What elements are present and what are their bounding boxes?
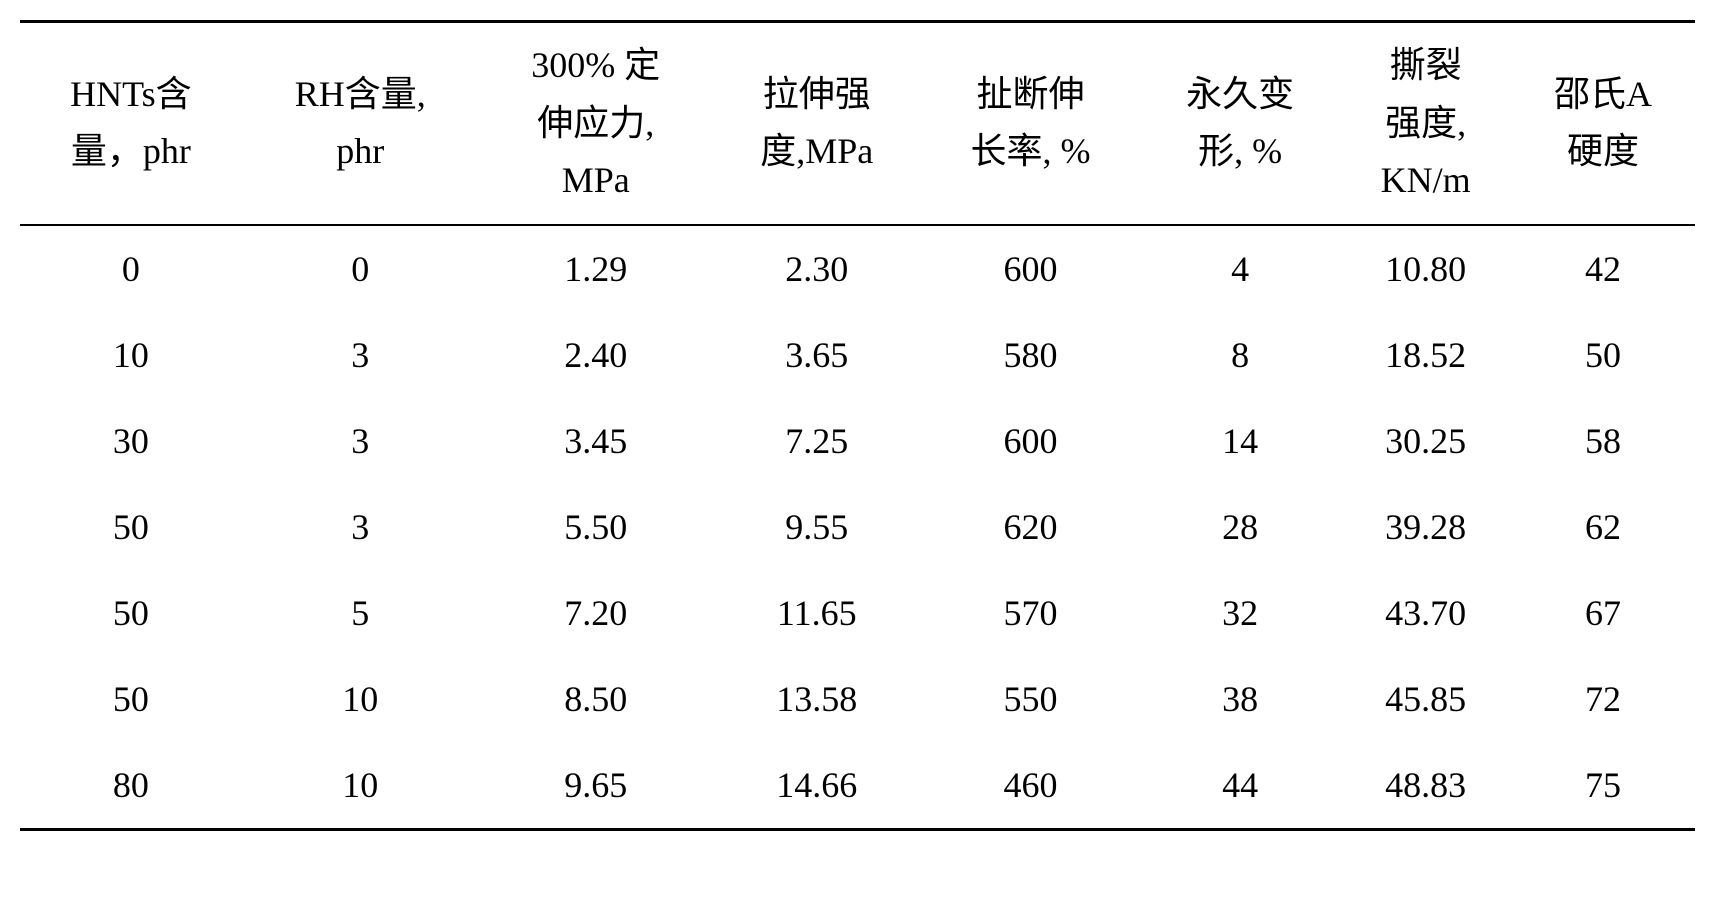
table-cell: 460 [921, 742, 1140, 830]
table-row: 10 3 2.40 3.65 580 8 18.52 50 [20, 312, 1695, 398]
column-header: 300% 定伸应力,MPa [479, 22, 713, 225]
table-cell: 5.50 [479, 484, 713, 570]
table-row: 50 10 8.50 13.58 550 38 45.85 72 [20, 656, 1695, 742]
table-cell: 5 [242, 570, 479, 656]
column-header: 拉伸强度,MPa [713, 22, 921, 225]
table-cell: 42 [1511, 225, 1695, 312]
column-header: 永久变形, % [1140, 22, 1340, 225]
table-cell: 10.80 [1340, 225, 1511, 312]
table-cell: 50 [20, 656, 242, 742]
table-body: 0 0 1.29 2.30 600 4 10.80 42 10 3 2.40 3… [20, 225, 1695, 830]
table-cell: 2.30 [713, 225, 921, 312]
table-cell: 67 [1511, 570, 1695, 656]
properties-table: HNTs含量，phr RH含量,phr 300% 定伸应力,MPa 拉伸强度,M… [20, 20, 1695, 831]
table-cell: 3.45 [479, 398, 713, 484]
table-cell: 580 [921, 312, 1140, 398]
table-cell: 72 [1511, 656, 1695, 742]
table-cell: 75 [1511, 742, 1695, 830]
table-header: HNTs含量，phr RH含量,phr 300% 定伸应力,MPa 拉伸强度,M… [20, 22, 1695, 225]
table-row: 80 10 9.65 14.66 460 44 48.83 75 [20, 742, 1695, 830]
table-cell: 14 [1140, 398, 1340, 484]
table-cell: 50 [1511, 312, 1695, 398]
table-cell: 620 [921, 484, 1140, 570]
column-header: 扯断伸长率, % [921, 22, 1140, 225]
table-cell: 570 [921, 570, 1140, 656]
table-cell: 28 [1140, 484, 1340, 570]
table-cell: 50 [20, 570, 242, 656]
table-cell: 11.65 [713, 570, 921, 656]
table-cell: 10 [242, 656, 479, 742]
table-cell: 8.50 [479, 656, 713, 742]
column-header: 撕裂强度,KN/m [1340, 22, 1511, 225]
column-header: HNTs含量，phr [20, 22, 242, 225]
table-cell: 48.83 [1340, 742, 1511, 830]
header-row: HNTs含量，phr RH含量,phr 300% 定伸应力,MPa 拉伸强度,M… [20, 22, 1695, 225]
table-cell: 44 [1140, 742, 1340, 830]
table-row: 30 3 3.45 7.25 600 14 30.25 58 [20, 398, 1695, 484]
table-cell: 3.65 [713, 312, 921, 398]
table-cell: 10 [242, 742, 479, 830]
table-cell: 32 [1140, 570, 1340, 656]
table-cell: 18.52 [1340, 312, 1511, 398]
table-row: 50 5 7.20 11.65 570 32 43.70 67 [20, 570, 1695, 656]
table-row: 0 0 1.29 2.30 600 4 10.80 42 [20, 225, 1695, 312]
table-cell: 80 [20, 742, 242, 830]
table-cell: 600 [921, 225, 1140, 312]
table-cell: 8 [1140, 312, 1340, 398]
data-table-container: HNTs含量，phr RH含量,phr 300% 定伸应力,MPa 拉伸强度,M… [20, 20, 1695, 831]
table-cell: 43.70 [1340, 570, 1511, 656]
table-cell: 600 [921, 398, 1140, 484]
table-cell: 14.66 [713, 742, 921, 830]
table-cell: 9.65 [479, 742, 713, 830]
table-cell: 50 [20, 484, 242, 570]
table-cell: 1.29 [479, 225, 713, 312]
table-cell: 30.25 [1340, 398, 1511, 484]
table-cell: 62 [1511, 484, 1695, 570]
table-cell: 4 [1140, 225, 1340, 312]
table-cell: 39.28 [1340, 484, 1511, 570]
column-header: RH含量,phr [242, 22, 479, 225]
table-cell: 2.40 [479, 312, 713, 398]
table-cell: 13.58 [713, 656, 921, 742]
table-cell: 7.25 [713, 398, 921, 484]
column-header: 邵氏A硬度 [1511, 22, 1695, 225]
table-cell: 7.20 [479, 570, 713, 656]
table-cell: 38 [1140, 656, 1340, 742]
table-cell: 0 [20, 225, 242, 312]
table-cell: 550 [921, 656, 1140, 742]
table-cell: 0 [242, 225, 479, 312]
table-row: 50 3 5.50 9.55 620 28 39.28 62 [20, 484, 1695, 570]
table-cell: 3 [242, 484, 479, 570]
table-cell: 3 [242, 398, 479, 484]
table-cell: 45.85 [1340, 656, 1511, 742]
table-cell: 3 [242, 312, 479, 398]
table-cell: 30 [20, 398, 242, 484]
table-cell: 58 [1511, 398, 1695, 484]
table-cell: 10 [20, 312, 242, 398]
table-cell: 9.55 [713, 484, 921, 570]
